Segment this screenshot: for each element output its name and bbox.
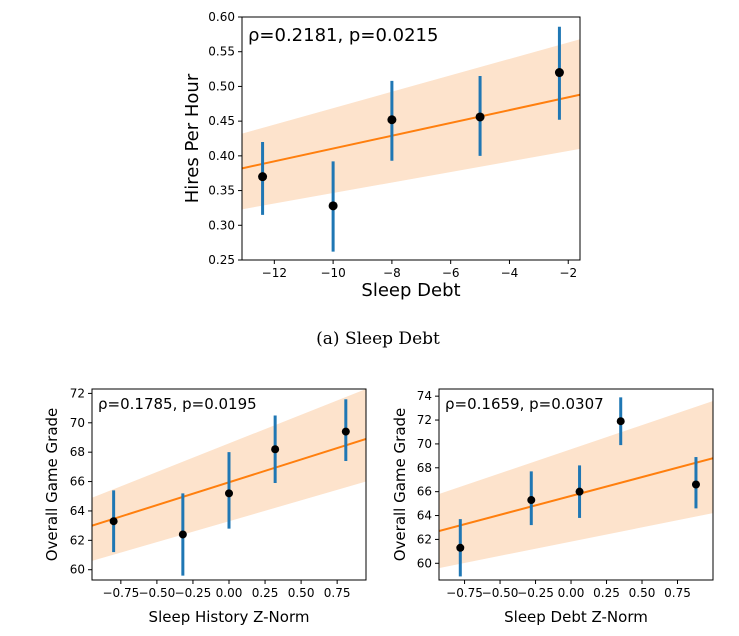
- x-tick-label: 0.75: [664, 586, 691, 600]
- regression-line: [439, 457, 713, 533]
- x-tick-label: 0.75: [324, 586, 351, 600]
- axes-frame: [438, 388, 714, 581]
- data-point: [271, 445, 280, 454]
- y-tick-label: 62: [417, 532, 432, 546]
- y-tick-label: 70: [417, 437, 432, 451]
- x-tick-label: −0.50: [482, 586, 519, 600]
- x-tick-label: −4: [501, 266, 519, 280]
- x-tick-label: 0.25: [252, 586, 279, 600]
- data-point: [341, 427, 350, 436]
- y-tick-label: 0.60: [208, 10, 235, 24]
- y-tick-label: 0.40: [208, 149, 235, 163]
- x-tick-label: −2: [559, 266, 577, 280]
- plot-area: [242, 26, 580, 252]
- x-tick-label: 0.00: [216, 586, 243, 600]
- regression-line: [242, 93, 580, 170]
- x-axis-label: Sleep Debt Z-Norm: [504, 608, 648, 626]
- confidence-band: [439, 400, 713, 569]
- y-axis-label: Overall Game Grade: [391, 408, 409, 562]
- y-tick-label: 64: [417, 509, 432, 523]
- y-tick-label: 62: [70, 533, 85, 547]
- y-axis-label: Hires Per Hour: [182, 73, 203, 203]
- y-tick-label: 74: [417, 389, 432, 403]
- data-point: [109, 517, 118, 526]
- y-tick-label: 68: [417, 461, 432, 475]
- confidence-band: [242, 39, 580, 210]
- data-point: [475, 112, 485, 122]
- x-tick-label: −0.75: [446, 586, 483, 600]
- data-point: [328, 201, 338, 211]
- x-tick-label: −8: [383, 266, 401, 280]
- x-tick-label: 0.00: [558, 586, 585, 600]
- data-point: [575, 487, 584, 496]
- y-tick-label: 0.25: [208, 253, 235, 267]
- chart-sleep-debt: −12 −10 −8 −6 −4 −2 0.25 0.30 0.35 0.40 0.45 0.50 0.…: [182, 10, 581, 301]
- y-tick-label: 0.45: [208, 114, 235, 128]
- data-point: [616, 417, 625, 426]
- x-tick-label: 0.50: [629, 586, 656, 600]
- y-tick-label: 72: [417, 413, 432, 427]
- data-point: [387, 115, 397, 125]
- y-tick-label: 64: [70, 504, 85, 518]
- x-tick-label: −12: [262, 266, 287, 280]
- x-tick-label: −0.25: [517, 586, 554, 600]
- y-tick-label: 0.30: [208, 218, 235, 232]
- x-tick-label: −0.75: [102, 586, 139, 600]
- data-point: [527, 496, 536, 505]
- x-tick-label: −0.50: [139, 586, 176, 600]
- data-point: [554, 68, 564, 78]
- x-tick-label: 0.50: [288, 586, 315, 600]
- data-point: [456, 543, 465, 552]
- y-tick-label: 68: [70, 445, 85, 459]
- y-tick-label: 60: [70, 563, 85, 577]
- x-tick-label: −10: [320, 266, 345, 280]
- chart-sleep-debt-znorm: −0.75−0.50−0.25 0.00 0.25 0.50 0.75 60 62 64 66 6…: [391, 388, 714, 626]
- stat-annotation: ρ=0.1785, p=0.0195: [98, 395, 257, 413]
- data-point: [691, 480, 700, 489]
- y-tick-label: 66: [417, 485, 432, 499]
- y-tick-label: 66: [70, 475, 85, 489]
- plot-area: [439, 397, 713, 577]
- y-tick-label: 70: [70, 416, 85, 430]
- y-tick-label: 0.35: [208, 184, 235, 198]
- caption-sleep-debt: (a) Sleep Debt: [316, 329, 440, 349]
- stat-annotation: ρ=0.2181, p=0.0215: [248, 25, 438, 46]
- x-axis-label: Sleep Debt: [361, 280, 460, 301]
- y-tick-label: 60: [417, 556, 432, 570]
- data-point: [225, 489, 233, 498]
- stat-annotation: ρ=0.1659, p=0.0307: [445, 395, 604, 413]
- y-tick-label: 0.50: [208, 79, 235, 93]
- y-tick-label: 0.55: [208, 45, 235, 59]
- x-tick-label: 0.25: [593, 586, 620, 600]
- y-axis-label: Overall Game Grade: [43, 408, 61, 562]
- x-axis-label: Sleep History Z-Norm: [149, 608, 310, 626]
- x-tick-label: −0.25: [175, 586, 212, 600]
- y-tick-label: 72: [70, 386, 85, 400]
- plot-area: [92, 389, 366, 576]
- data-point: [178, 530, 187, 539]
- axes-frame: [241, 16, 581, 261]
- data-point: [258, 172, 268, 182]
- x-tick-label: −6: [442, 266, 460, 280]
- chart-sleep-history-znorm: −0.75 −0.50 −0.25 0.00 0.25 0.50 0.75 60 62 64 66 6…: [43, 386, 367, 626]
